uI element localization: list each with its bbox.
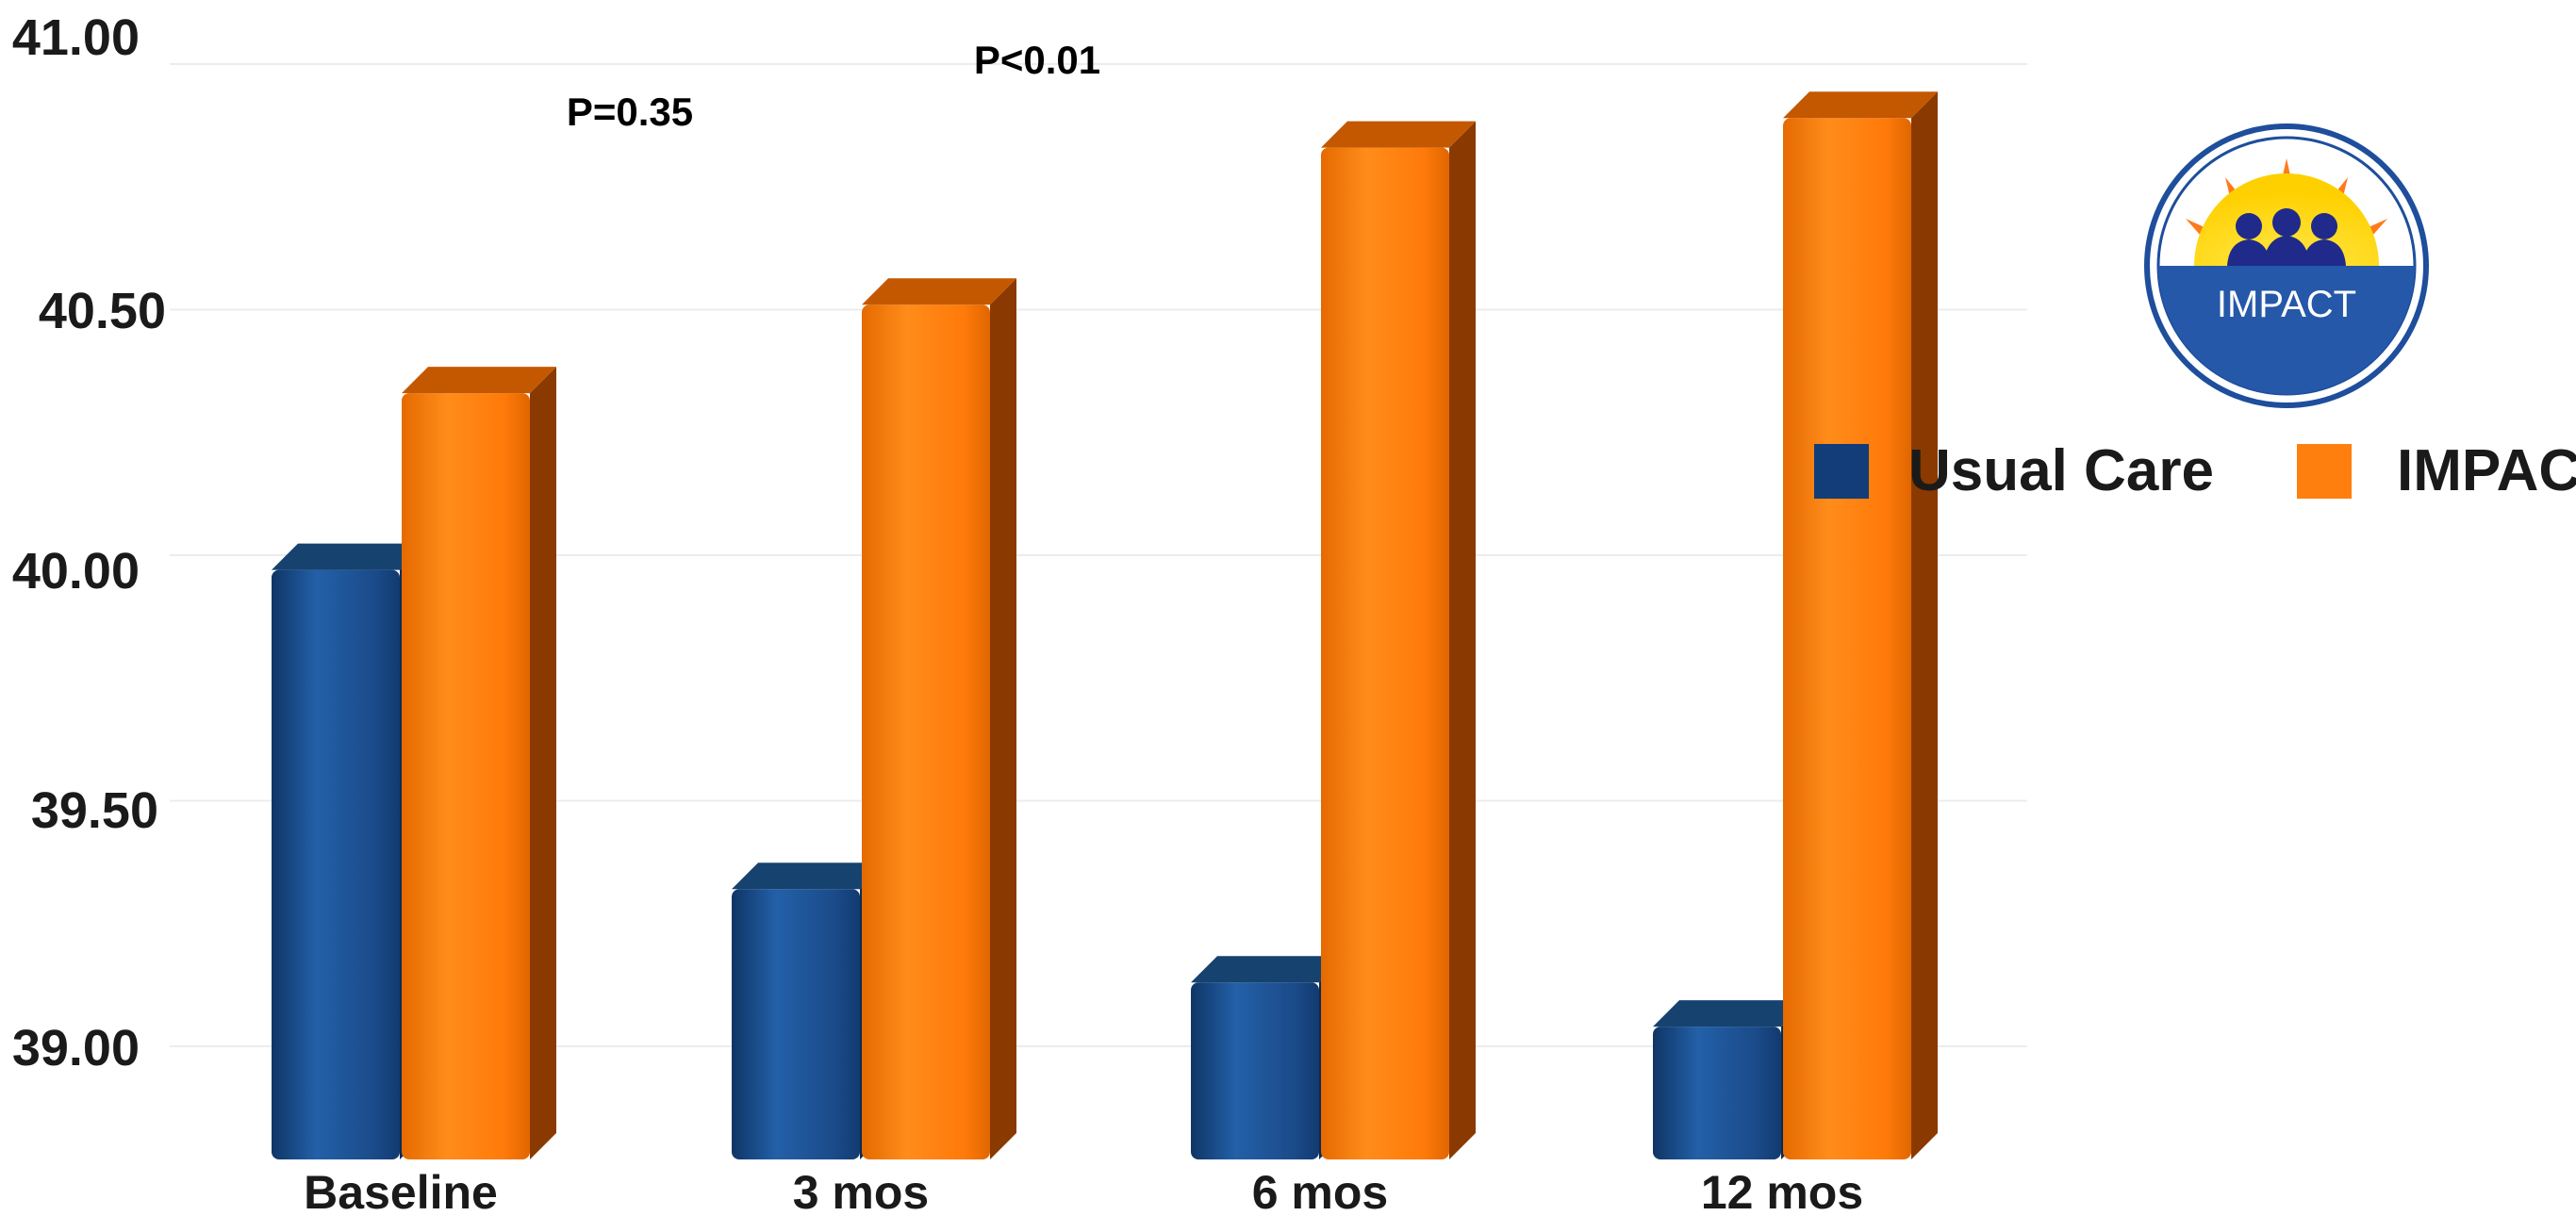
y-tick-label: 39.00	[12, 1020, 140, 1076]
bar-impact	[1321, 121, 1476, 1159]
y-tick-label: 41.00	[12, 9, 140, 66]
y-tick-label: 40.50	[39, 283, 166, 339]
y-tick-label: 40.00	[12, 543, 140, 600]
x-tick-label: 12 mos	[1701, 1166, 1863, 1216]
bar-impact	[1783, 91, 1938, 1159]
x-axis: Baseline 3 mos 6 mos 12 mos	[304, 1166, 1863, 1216]
bar-impact	[402, 367, 556, 1159]
logo-text: IMPACT	[2217, 284, 2356, 325]
bars	[272, 91, 1938, 1159]
x-tick-label: 3 mos	[793, 1166, 930, 1216]
p-value-annotation: P<0.01	[974, 38, 1100, 82]
legend: Usual Care IMPAC	[1814, 438, 2576, 503]
x-tick-label: 6 mos	[1252, 1166, 1389, 1216]
y-axis: 39.00 39.50 40.00 40.50 41.00	[12, 9, 166, 1076]
y-tick-label: 39.50	[31, 782, 158, 839]
legend-label-impact: IMPAC	[2397, 438, 2576, 503]
legend-swatch-usual-care	[1814, 444, 1869, 499]
x-tick-label: Baseline	[304, 1166, 498, 1216]
people-icon	[2227, 208, 2346, 266]
legend-label-usual-care: Usual Care	[1908, 438, 2214, 503]
impact-logo: IMPACT	[2144, 123, 2429, 408]
legend-swatch-impact	[2297, 444, 2352, 499]
bar-impact	[862, 278, 1016, 1159]
p-value-annotation: P=0.35	[567, 90, 693, 134]
